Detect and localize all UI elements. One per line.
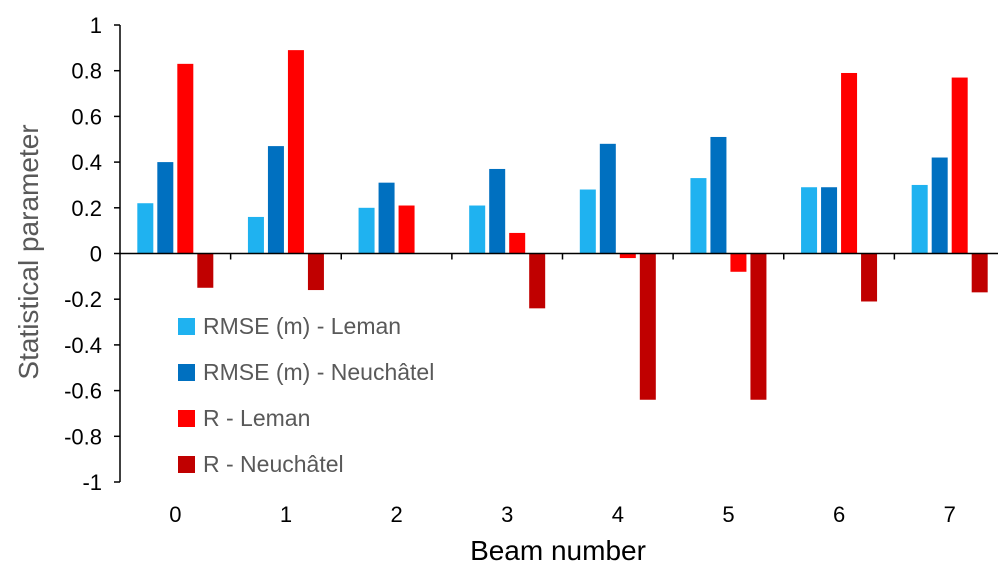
y-tick-labels: 1 0.8 0.6 0.4 0.2 0 -0.2 -0.4 -0.6 -0.8 -1 <box>64 13 102 495</box>
y-ticks <box>114 24 120 483</box>
y-axis-label: Statistical parameter <box>13 124 44 379</box>
bar <box>971 253 988 293</box>
y-tick-label: 0.8 <box>71 59 102 84</box>
legend: RMSE (m) - Leman RMSE (m) - Neuchâtel R - … <box>178 313 434 477</box>
y-tick-label: 0.4 <box>71 150 102 175</box>
legend-label: RMSE (m) - Neuchâtel <box>203 359 434 385</box>
bar <box>177 63 194 254</box>
bar <box>690 178 707 254</box>
bar <box>931 157 948 254</box>
x-axis-label: Beam number <box>470 535 646 566</box>
x-tick-label: 1 <box>280 502 292 527</box>
bar <box>639 253 656 400</box>
bar <box>911 184 928 254</box>
bar <box>398 205 415 254</box>
bar <box>861 253 878 302</box>
legend-label: R - Leman <box>203 405 310 431</box>
y-tick-label: -0.4 <box>64 333 102 358</box>
bar <box>619 253 636 259</box>
bar <box>137 203 154 254</box>
legend-label: R - Neuchâtel <box>203 451 344 477</box>
y-tick-label: -1 <box>82 470 102 495</box>
bar <box>599 143 616 254</box>
bar <box>710 136 727 254</box>
x-tick-label: 7 <box>944 502 956 527</box>
bar <box>821 187 838 254</box>
legend-swatch <box>178 318 195 335</box>
y-tick-label: -0.2 <box>64 287 102 312</box>
bar <box>489 168 506 254</box>
bar <box>358 207 375 254</box>
bar <box>469 205 486 254</box>
legend-swatch <box>178 364 195 381</box>
x-tick-label: 0 <box>169 502 181 527</box>
y-tick-label: 0 <box>90 242 102 267</box>
bar <box>529 253 546 309</box>
x-tick-labels: 0 1 2 3 4 5 6 7 <box>169 502 956 527</box>
y-tick-label: -0.6 <box>64 379 102 404</box>
legend-swatch <box>178 410 195 427</box>
bar <box>307 253 324 291</box>
y-tick-label: -0.8 <box>64 424 102 449</box>
bar <box>509 232 526 254</box>
bar <box>801 187 818 254</box>
bar <box>750 253 767 400</box>
x-tick-label: 5 <box>722 502 734 527</box>
bar <box>841 72 858 254</box>
x-tick-label: 3 <box>501 502 513 527</box>
bar <box>157 162 174 254</box>
bar <box>197 253 214 288</box>
legend-swatch <box>178 456 195 473</box>
legend-label: RMSE (m) - Leman <box>203 313 401 339</box>
x-tick-label: 2 <box>390 502 402 527</box>
x-tick-label: 4 <box>612 502 624 527</box>
y-tick-label: 0.6 <box>71 104 102 129</box>
bar <box>287 50 304 254</box>
y-tick-label: 1 <box>90 13 102 38</box>
x-ticks <box>229 253 896 260</box>
y-tick-label: 0.2 <box>71 196 102 221</box>
x-tick-label: 6 <box>833 502 845 527</box>
bar <box>247 216 264 254</box>
bar <box>579 189 596 254</box>
bar <box>378 182 395 254</box>
bar <box>730 253 747 272</box>
bar <box>951 77 968 254</box>
bar <box>267 146 284 254</box>
bars-layer <box>137 50 988 400</box>
